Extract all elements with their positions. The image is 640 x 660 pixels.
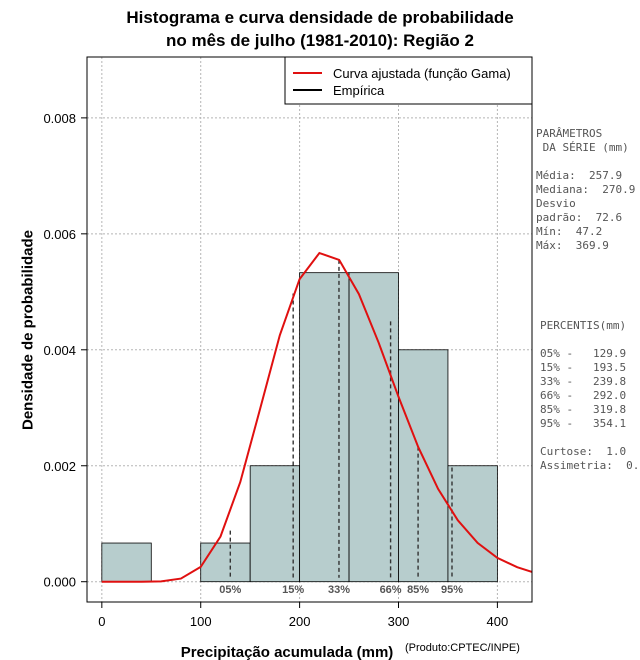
legend-gamma-label: Curva ajustada (função Gama) bbox=[333, 66, 511, 81]
histogram-bar bbox=[398, 349, 449, 583]
percentile-label: 95% bbox=[441, 584, 463, 596]
histogram-bar bbox=[299, 272, 350, 583]
x-tick-label: 0 bbox=[98, 614, 105, 629]
chart-title-line1: Histograma e curva densidade de probabil… bbox=[126, 8, 514, 27]
percentile-label: 66% bbox=[380, 584, 402, 596]
legend-box bbox=[284, 56, 533, 105]
y-tick-label: 0.006 bbox=[43, 227, 76, 242]
x-tick-label: 400 bbox=[487, 614, 509, 629]
percentile-label: 85% bbox=[407, 584, 429, 596]
x-tick-label: 200 bbox=[289, 614, 311, 629]
x-axis-label: Precipitação acumulada (mm) bbox=[181, 644, 394, 660]
y-tick-label: 0.000 bbox=[43, 575, 76, 590]
percentile-summary: PERCENTIS(mm) 05% - 129.9 15% - 193.5 33… bbox=[540, 319, 640, 472]
y-axis: 0.000 0.002 0.004 0.006 0.008 bbox=[43, 111, 87, 590]
percentile-lines bbox=[229, 259, 453, 578]
x-axis: 0 100 200 300 400 bbox=[98, 602, 508, 629]
y-axis-label: Densidade de probabilidade bbox=[19, 230, 36, 430]
histogram-bars bbox=[101, 272, 498, 583]
histogram-bar bbox=[200, 542, 251, 583]
x-tick-label: 300 bbox=[388, 614, 410, 629]
x-tick-label: 100 bbox=[190, 614, 212, 629]
series-parameters: PARÂMETROS DA SÉRIE (mm) Média: 257.9 Me… bbox=[536, 127, 636, 252]
percentile-label: 05% bbox=[219, 584, 241, 596]
percentile-labels: 05% 15% 33% 66% 85% 95% bbox=[219, 584, 463, 596]
legend: Curva ajustada (função Gama) Empírica bbox=[284, 56, 533, 105]
histogram-bar bbox=[249, 465, 301, 583]
gamma-curve bbox=[101, 251, 533, 583]
y-tick-label: 0.002 bbox=[43, 459, 76, 474]
y-tick-label: 0.004 bbox=[43, 343, 76, 358]
credit-label: (Produto:CPTEC/INPE) bbox=[405, 642, 520, 654]
histogram-bar bbox=[447, 465, 498, 583]
chart-title-line2: no mês de julho (1981-2010): Região 2 bbox=[166, 31, 474, 50]
percentile-label: 33% bbox=[328, 584, 350, 596]
y-tick-label: 0.008 bbox=[43, 111, 76, 126]
percentile-label: 15% bbox=[282, 584, 304, 596]
legend-empirical-label: Empírica bbox=[333, 83, 385, 98]
histogram-bar bbox=[101, 542, 152, 583]
